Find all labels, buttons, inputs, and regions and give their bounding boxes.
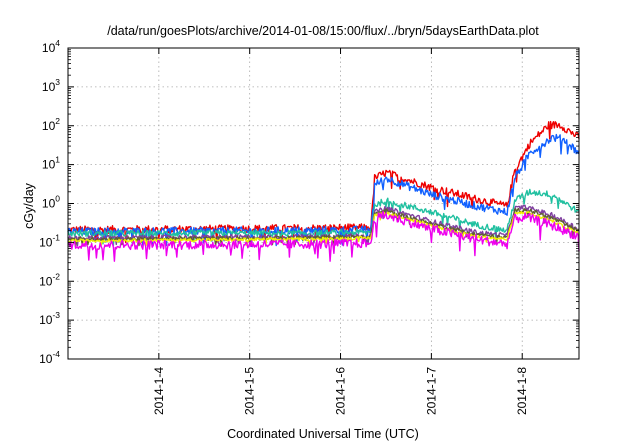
y-tick-label: 103: [42, 77, 60, 94]
chart-title: /data/run/goesPlots/archive/2014-01-08/1…: [107, 24, 539, 38]
x-tick-label: 2014-1-7: [424, 367, 438, 415]
series-line-7: [67, 210, 580, 262]
x-tick-label: 2014-1-6: [334, 367, 348, 415]
y-axis-label: cGy/day: [22, 182, 36, 229]
series-line-1: [67, 120, 580, 244]
series-layer: [67, 120, 580, 262]
x-tick-label: 2014-1-4: [152, 367, 166, 415]
x-axis: 2014-1-4 2014-1-5 2014-1-6 2014-1-7 2014-1-8: [152, 48, 529, 415]
y-tick-label: 104: [42, 38, 60, 55]
y-tick-label: 100: [42, 194, 60, 211]
series-line-4: [67, 204, 580, 247]
y-tick-label: 10-4: [39, 349, 60, 366]
y-tick-label: 10-2: [39, 271, 60, 288]
y-axis: 10-4 10-3 10-2 10-1 100 101 102 103 104: [39, 38, 579, 366]
y-tick-label: 10-1: [39, 232, 60, 249]
x-axis-label: Coordinated Universal Time (UTC): [227, 427, 419, 441]
x-tick-label: 2014-1-5: [243, 367, 257, 415]
y-tick-label: 102: [42, 116, 60, 133]
y-tick-label: 101: [42, 155, 60, 172]
series-line-6: [67, 210, 580, 247]
x-tick-label: 2014-1-8: [515, 367, 529, 415]
y-tick-label: 10-3: [39, 310, 60, 327]
